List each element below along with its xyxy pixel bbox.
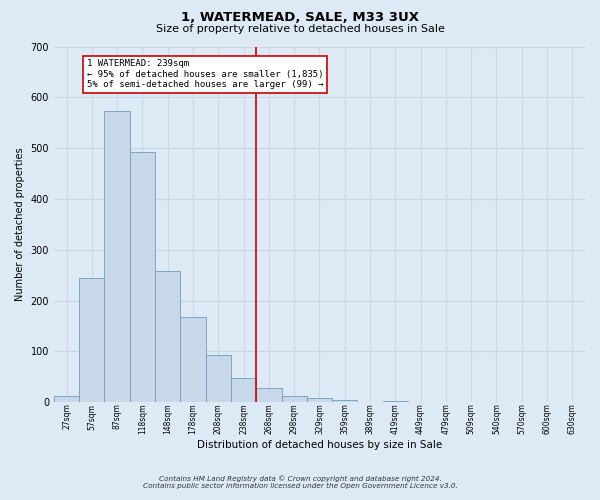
Bar	[206, 356, 231, 402]
Bar	[231, 378, 256, 402]
Text: Size of property relative to detached houses in Sale: Size of property relative to detached ho…	[155, 24, 445, 34]
Bar	[155, 271, 181, 402]
Bar	[332, 400, 358, 402]
Bar	[54, 396, 79, 402]
X-axis label: Distribution of detached houses by size in Sale: Distribution of detached houses by size …	[197, 440, 442, 450]
Text: 1 WATERMEAD: 239sqm
← 95% of detached houses are smaller (1,835)
5% of semi-deta: 1 WATERMEAD: 239sqm ← 95% of detached ho…	[87, 59, 323, 89]
Bar	[307, 398, 332, 402]
Text: Contains HM Land Registry data © Crown copyright and database right 2024.
Contai: Contains HM Land Registry data © Crown c…	[143, 475, 457, 489]
Bar	[181, 317, 206, 402]
Y-axis label: Number of detached properties: Number of detached properties	[15, 148, 25, 301]
Bar	[383, 400, 408, 402]
Bar	[281, 396, 307, 402]
Bar	[104, 111, 130, 402]
Bar	[79, 278, 104, 402]
Text: 1, WATERMEAD, SALE, M33 3UX: 1, WATERMEAD, SALE, M33 3UX	[181, 11, 419, 24]
Bar	[256, 388, 281, 402]
Bar	[130, 152, 155, 402]
